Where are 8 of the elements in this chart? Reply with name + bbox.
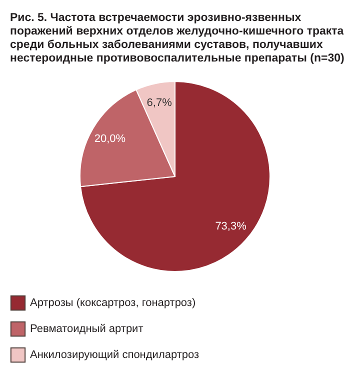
legend-label: Артрозы (коксартроз, гонартроз): [30, 297, 196, 309]
chart-title: Рис. 5. Частота встречаемости эрозивно-язвенных поражений верхних отделов желудочно-кишечного тракта среди больных заболеваниями суставов, получавших нестероидные противовоспалительные препараты (n=30): [10, 12, 345, 64]
pie-slice: [80, 81, 270, 272]
data-label: 20,0%: [94, 133, 126, 146]
data-label: 73,3%: [215, 220, 247, 233]
data-label: 6,7%: [146, 97, 172, 110]
legend-label: Анкилозирующий спондилартроз: [30, 349, 200, 361]
legend-label: Ревматоидный артрит: [30, 323, 144, 335]
